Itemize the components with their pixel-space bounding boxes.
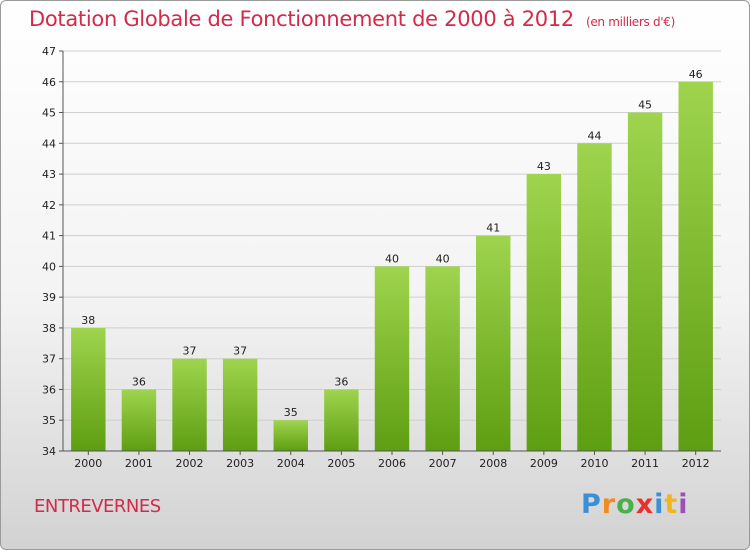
- bar-2001: [121, 389, 157, 451]
- bar-2000: [71, 327, 106, 451]
- data-labels: 38 36 37 37 35 36 40 40 41 43 44 45 46: [81, 68, 702, 419]
- x-tick-label-2004: 2004: [277, 457, 305, 470]
- x-tick-label-2003: 2003: [226, 457, 254, 470]
- x-tick-label-2000: 2000: [74, 457, 102, 470]
- data-label-2012: 46: [689, 68, 703, 81]
- y-tick-label-46: 46: [42, 76, 56, 89]
- proxiti-logo[interactable]: Proxiti: [581, 489, 689, 520]
- x-tick-label-2009: 2009: [530, 457, 558, 470]
- x-tick-label-2005: 2005: [327, 457, 355, 470]
- logo-letter: x: [635, 489, 655, 520]
- data-label-2004: 35: [284, 406, 298, 419]
- logo-letter: t: [664, 489, 679, 520]
- x-tick-label-2001: 2001: [125, 457, 153, 470]
- bar-2009: [526, 174, 562, 452]
- data-label-2009: 43: [537, 160, 551, 173]
- data-label-2005: 36: [334, 375, 348, 388]
- bar-2007: [425, 266, 460, 451]
- y-tick-label-45: 45: [42, 107, 56, 120]
- chart-title: Dotation Globale de Fonctionnement de 20…: [29, 7, 675, 31]
- data-label-2002: 37: [183, 345, 197, 358]
- y-tick-label-36: 36: [42, 383, 56, 396]
- data-label-2003: 37: [233, 345, 247, 358]
- bars: [71, 81, 713, 452]
- bar-2010: [577, 143, 612, 452]
- data-label-2007: 40: [436, 252, 450, 265]
- y-tick-label-34: 34: [42, 445, 56, 458]
- y-tick-label-44: 44: [42, 137, 56, 150]
- bar-2006: [374, 266, 410, 451]
- chart-subtitle: (en milliers d'€): [585, 15, 675, 29]
- bar-2005: [324, 389, 359, 451]
- data-label-2011: 45: [638, 99, 652, 112]
- y-axis: 34 35 36 37 38 39 40 41 42 43 44 45 46 47: [42, 45, 64, 458]
- x-tick-label-2012: 2012: [682, 457, 710, 470]
- y-tick-label-38: 38: [42, 322, 56, 335]
- commune-name: ENTREVERNES: [34, 496, 161, 517]
- bar-2003: [222, 358, 258, 451]
- y-tick-label-37: 37: [42, 353, 56, 366]
- y-tick-label-39: 39: [42, 291, 56, 304]
- logo-letter: P: [581, 489, 602, 520]
- bar-2002: [172, 358, 207, 451]
- x-axis: 2000 2001 2002 2003 2004 2005 2006 2007 2008 2009…: [63, 450, 721, 470]
- x-tick-label-2011: 2011: [631, 457, 659, 470]
- y-tick-label-47: 47: [42, 45, 56, 58]
- data-label-2008: 41: [486, 222, 500, 235]
- x-tick-label-2010: 2010: [580, 457, 608, 470]
- x-tick-label-2006: 2006: [378, 457, 406, 470]
- data-label-2010: 44: [587, 129, 601, 142]
- logo-letter: i: [678, 489, 689, 520]
- bar-2008: [476, 235, 511, 451]
- bar-2011: [627, 112, 663, 452]
- bar-2004: [273, 420, 308, 451]
- y-tick-label-42: 42: [42, 199, 56, 212]
- y-tick-label-43: 43: [42, 168, 56, 181]
- x-tick-label-2007: 2007: [429, 457, 457, 470]
- bar-2012: [678, 81, 713, 452]
- y-tick-label-35: 35: [42, 414, 56, 427]
- chart-title-text: Dotation Globale de Fonctionnement de 20…: [29, 7, 574, 31]
- logo-letter: o: [616, 489, 636, 520]
- data-label-2006: 40: [385, 252, 399, 265]
- x-tick-label-2002: 2002: [176, 457, 204, 470]
- y-tick-label-40: 40: [42, 260, 56, 273]
- logo-letter: i: [654, 489, 665, 520]
- logo-letter: r: [601, 489, 617, 520]
- data-label-2000: 38: [81, 314, 95, 327]
- y-tick-label-41: 41: [42, 230, 56, 243]
- x-tick-label-2008: 2008: [479, 457, 507, 470]
- data-label-2001: 36: [132, 375, 146, 388]
